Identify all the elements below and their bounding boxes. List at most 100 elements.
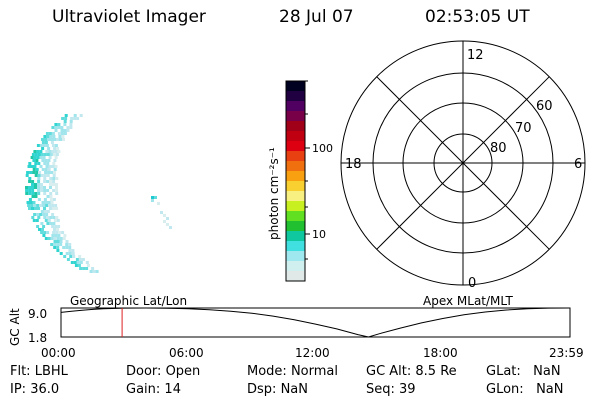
seq-value: 39 [399, 382, 416, 397]
emission-pixel [60, 132, 64, 135]
time-label: 02:53:05 UT [425, 7, 530, 27]
emission-pixel [54, 123, 58, 126]
mlt-label-18: 18 [345, 157, 362, 172]
y-axis-label: GC Alt [8, 308, 22, 346]
emission-pixel [37, 183, 40, 186]
mlat-label-80: 80 [490, 141, 507, 156]
emission-pixel [57, 234, 61, 237]
emission-pixel [51, 234, 55, 237]
status-gain: Gain: 14 [126, 382, 181, 397]
gc-alt-label: GC Alt: [366, 364, 412, 379]
emission-pixel [63, 123, 67, 126]
auroral-image [25, 114, 172, 273]
emission-pixel [51, 126, 55, 129]
emission-pixel [40, 183, 43, 186]
status-seq: Seq: 39 [366, 382, 416, 397]
emission-pixel [72, 255, 76, 258]
emission-pixel [52, 177, 56, 180]
emission-pixel [52, 183, 55, 186]
glat-label: GLat: [486, 364, 521, 379]
emission-pixel [59, 240, 63, 243]
emission-pixel [43, 207, 46, 210]
colorbar-block [286, 131, 305, 142]
emission-pixel [79, 261, 83, 264]
emission-pixel [31, 207, 34, 210]
emission-pixel [59, 252, 63, 255]
emission-pixel [56, 246, 60, 249]
emission-pixel [39, 156, 43, 159]
colorbar: 100 10 photon cm⁻²s⁻¹ [267, 80, 333, 282]
emission-pixel [55, 186, 58, 189]
emission-pixel [42, 213, 46, 216]
seq-label: Seq: [366, 382, 395, 397]
emission-pixel [61, 135, 65, 138]
emission-pixel [52, 180, 56, 183]
colorbar-block [286, 141, 305, 152]
colorbar-block [286, 271, 305, 282]
emission-pixel [43, 192, 47, 195]
mlat-label-70: 70 [515, 121, 532, 136]
emission-pixel [31, 192, 35, 195]
glon-value: NaN [536, 382, 564, 397]
emission-pixel [48, 204, 52, 207]
emission-pixel [60, 129, 64, 132]
emission-pixel [45, 144, 49, 147]
emission-pixel [42, 156, 46, 159]
emission-pixel [74, 264, 78, 267]
emission-pixel [85, 261, 89, 264]
emission-pixel [41, 138, 44, 141]
emission-pixel [82, 267, 86, 270]
emission-pixel [41, 228, 44, 231]
emission-pixel [43, 135, 47, 138]
emission-pixel [63, 234, 67, 237]
emission-pixel [44, 159, 48, 162]
emission-pixel [48, 165, 52, 168]
emission-pixel [31, 216, 35, 219]
emission-pixel [46, 174, 50, 177]
emission-pixel [37, 174, 41, 177]
emission-pixel [53, 147, 57, 150]
emission-pixel [41, 168, 45, 171]
x-tick-1800: 18:00 [423, 346, 458, 360]
emission-pixel [31, 186, 34, 189]
emission-pixel [56, 147, 60, 150]
emission-pixel [49, 216, 53, 219]
limb-emission [25, 114, 99, 273]
emission-pixel [56, 138, 59, 141]
emission-pixel [62, 237, 66, 240]
emission-pixel [37, 216, 41, 219]
emission-pixel [47, 159, 51, 162]
emission-pixel [53, 168, 57, 171]
emission-pixel [51, 144, 55, 147]
mode-label: Mode: [247, 364, 287, 379]
emission-pixel [40, 153, 44, 156]
emission-pixel [33, 156, 37, 159]
emission-pixel [55, 231, 59, 234]
emission-pixel [73, 261, 77, 264]
status-ip: IP: 36.0 [10, 382, 59, 397]
y-tick-min: 1.8 [28, 331, 47, 345]
emission-pixel [38, 228, 41, 231]
glon-label: GLon: [486, 382, 524, 397]
emission-pixel [43, 231, 47, 234]
colorbar-unit-label: photon cm⁻²s⁻¹ [267, 147, 281, 240]
emission-pixel [86, 264, 90, 267]
emission-pixel [53, 219, 57, 222]
flt-label: Flt: [10, 364, 31, 379]
emission-pixel [47, 168, 51, 171]
emission-pixel [49, 198, 53, 201]
colorbar-scale [286, 81, 305, 282]
emission-pixel [34, 183, 37, 186]
emission-pixel [46, 162, 50, 165]
emission-pixel [54, 150, 58, 153]
colorbar-block [286, 181, 305, 192]
colorbar-block [286, 191, 305, 202]
emission-pixel [58, 135, 62, 138]
emission-pixel [69, 255, 73, 258]
emission-pixel [41, 147, 45, 150]
emission-pixel [52, 189, 56, 192]
door-value: Open [165, 364, 201, 379]
emission-pixel [45, 213, 49, 216]
emission-pixel [32, 159, 36, 162]
emission-pixel [35, 219, 39, 222]
